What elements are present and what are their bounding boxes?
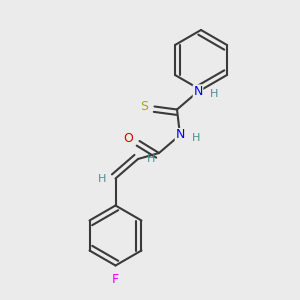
Text: F: F bbox=[112, 273, 119, 286]
Text: H: H bbox=[147, 154, 155, 164]
Text: H: H bbox=[98, 173, 106, 184]
Text: H: H bbox=[192, 133, 200, 143]
Text: S: S bbox=[140, 100, 148, 113]
Text: N: N bbox=[175, 128, 185, 142]
Text: H: H bbox=[210, 89, 218, 100]
Text: O: O bbox=[124, 131, 134, 145]
Text: N: N bbox=[193, 85, 203, 98]
